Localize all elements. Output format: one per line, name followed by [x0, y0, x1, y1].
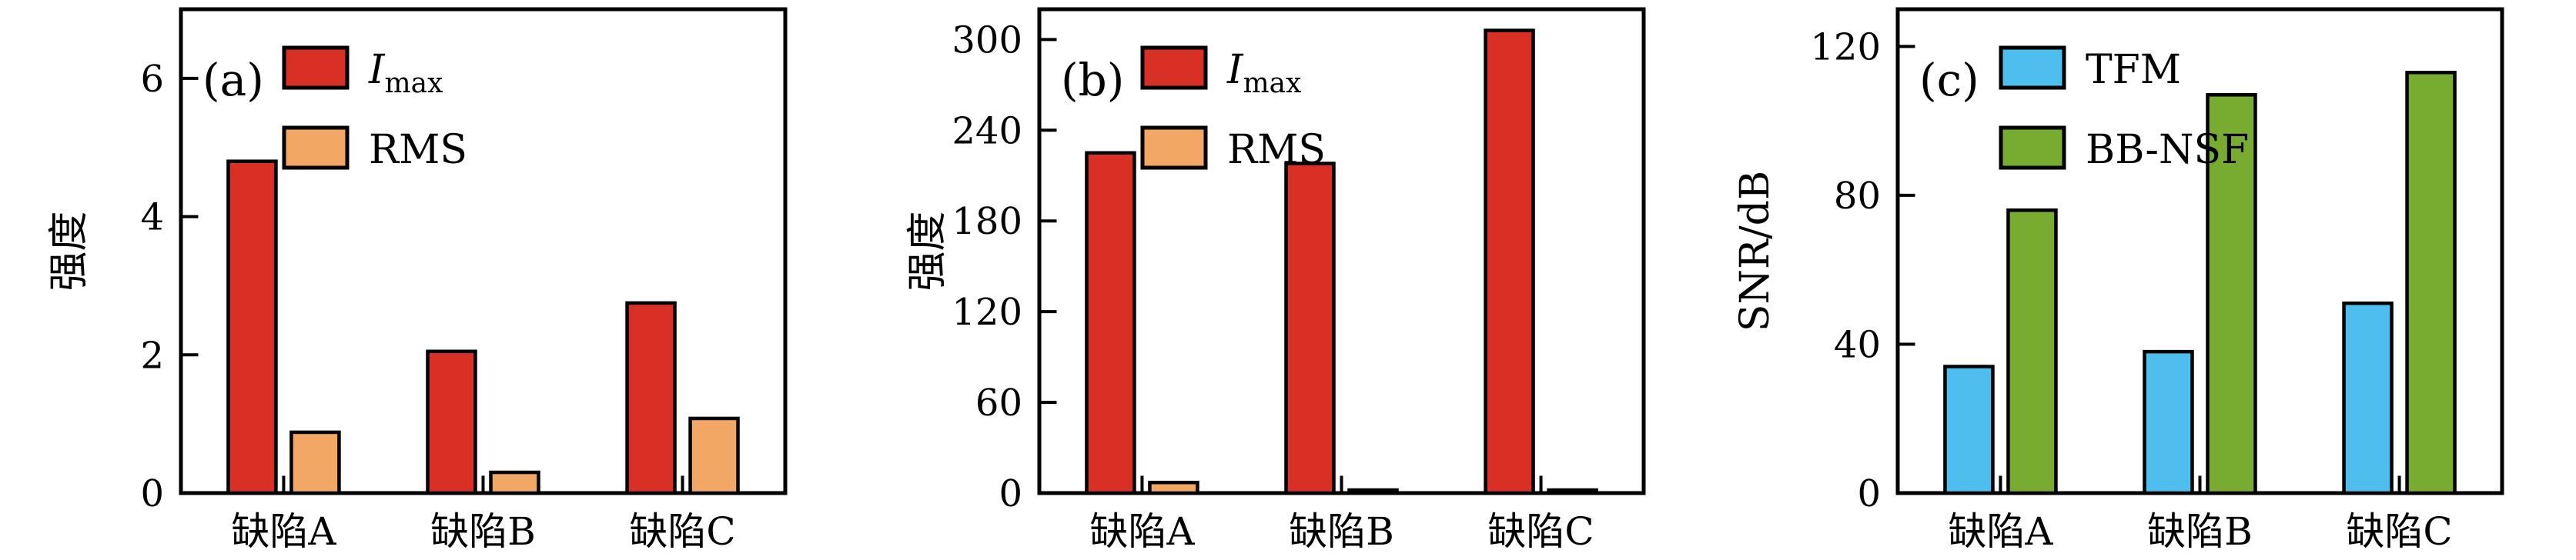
x-tick-label-2: 缺陷B — [1289, 509, 1394, 554]
x-tick-label-3: 缺陷C — [629, 509, 735, 554]
bar-tfm-2 — [2143, 349, 2194, 495]
bar-imax-1 — [1085, 151, 1136, 495]
bar-tfm-3 — [2342, 301, 2394, 495]
legend-label-bb-nsf: BB-NSF — [2086, 127, 2249, 173]
legend-label-rms: RMS — [369, 127, 467, 173]
x-tick-label-1: 缺陷A — [231, 509, 336, 554]
y-tick-label: 0 — [999, 472, 1022, 515]
y-tick-label: 6 — [140, 58, 164, 101]
plot-box — [179, 7, 788, 495]
y-tick-label: 0 — [1857, 472, 1881, 515]
y-tick-label: 300 — [952, 18, 1022, 62]
x-tick-label-2: 缺陷B — [2147, 509, 2253, 554]
panel-label: (c) — [1919, 54, 1979, 106]
bar-rms-2 — [1347, 488, 1399, 495]
bar-tfm-1 — [1943, 365, 1995, 495]
subplot-c: 0 40 80 120 SNR/dB 缺陷A 缺陷B 缺陷C (c) TFM BB-NSF — [1717, 0, 2575, 560]
legend-label-tfm: TFM — [2086, 47, 2181, 93]
y-tick-label: 0 — [140, 472, 164, 515]
x-tick-label-1: 缺陷A — [1948, 509, 2053, 554]
bar-bb-nsf-2 — [2206, 93, 2257, 495]
plot-box — [1895, 7, 2504, 495]
chart-c-canvas: 0 40 80 120 SNR/dB 缺陷A 缺陷B 缺陷C (c) TFM BB-NSF — [1732, 7, 2504, 554]
bar-rms-3 — [1547, 488, 1598, 495]
bar-bb-nsf-1 — [2006, 208, 2058, 495]
legend-label-rms: RMS — [1227, 127, 1326, 173]
legend-swatch-rms — [1140, 125, 1208, 170]
y-tick-label: 2 — [140, 334, 164, 377]
bar-rms-1 — [1148, 480, 1199, 495]
legend-label-imax: Imax — [1226, 47, 1301, 99]
x-tick-label-3: 缺陷C — [2346, 509, 2452, 554]
y-tick-label: 240 — [952, 109, 1022, 152]
y-axis-label: 强度 — [905, 211, 951, 291]
legend-swatch-tfm — [1999, 45, 2066, 90]
y-axis-label: 强度 — [46, 211, 92, 291]
panel-label: (a) — [202, 54, 264, 106]
bar-imax-1 — [226, 159, 278, 495]
bar-imax-2 — [426, 349, 477, 495]
panel-label: (b) — [1061, 54, 1124, 106]
bar-bb-nsf-3 — [2405, 71, 2457, 495]
y-tick-label: 120 — [1810, 25, 1881, 68]
y-tick-label: 120 — [952, 291, 1022, 334]
y-tick-label: 40 — [1834, 323, 1881, 366]
bar-rms-2 — [489, 470, 540, 495]
subplot-b: 0 60 120 180 240 300 强度缺陷A 缺陷B 缺陷C (b) Imax RMS — [858, 0, 1717, 560]
plot-box — [1037, 7, 1646, 495]
bar-rms-1 — [289, 430, 341, 495]
x-tick-label-2: 缺陷B — [430, 509, 536, 554]
legend-label-imax: Imax — [368, 47, 443, 99]
x-tick-label-1: 缺陷A — [1089, 509, 1195, 554]
subplot-a: 0 2 4 6 强度缺陷A 缺陷B 缺陷C (a) Imax RMS — [0, 0, 858, 560]
bar-imax-3 — [1484, 28, 1535, 495]
bar-rms-3 — [688, 416, 740, 495]
y-axis-label: SNR/dB — [1732, 171, 1778, 332]
y-tick-label: 180 — [952, 200, 1022, 243]
legend-swatch-imax — [282, 45, 350, 90]
legend-swatch-bb-nsf — [1999, 125, 2066, 170]
legend-swatch-imax — [1140, 45, 1208, 90]
y-tick-label: 60 — [975, 382, 1022, 425]
y-tick-label: 80 — [1834, 175, 1881, 218]
legend-swatch-rms — [282, 125, 350, 170]
bar-imax-2 — [1284, 162, 1336, 495]
bar-imax-3 — [625, 301, 677, 495]
x-tick-label-3: 缺陷C — [1487, 509, 1594, 554]
y-tick-label: 4 — [140, 196, 164, 239]
